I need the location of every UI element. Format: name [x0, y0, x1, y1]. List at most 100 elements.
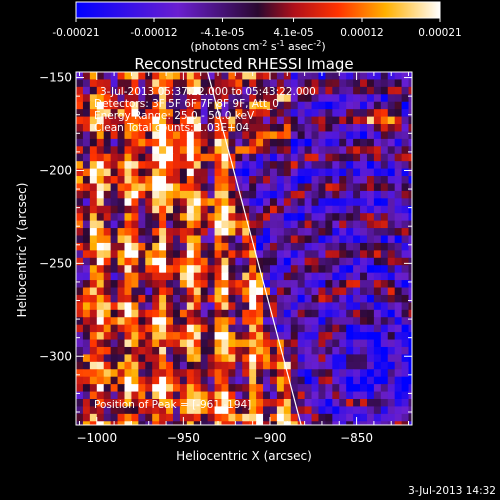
heatmap-cell — [96, 205, 105, 214]
heatmap-cell — [179, 228, 188, 237]
heatmap-cell — [401, 287, 410, 296]
heatmap-cell — [360, 361, 368, 370]
heatmap-cell — [159, 242, 167, 251]
heatmap-cell — [318, 406, 327, 415]
heatmap-cell — [82, 109, 91, 118]
heatmap-cell — [82, 190, 91, 199]
heatmap-cell — [159, 124, 167, 133]
heatmap-cell — [82, 116, 91, 125]
heatmap-cell — [179, 346, 188, 355]
heatmap-cell — [200, 324, 209, 333]
heatmap-cell — [124, 265, 133, 274]
heatmap-cell — [366, 257, 375, 266]
heatmap-cell — [387, 257, 396, 266]
heatmap-cell — [221, 72, 230, 81]
heatmap-cell — [353, 109, 361, 118]
heatmap-cell — [332, 265, 340, 274]
heatmap-cell — [263, 280, 271, 289]
heatmap-cell — [235, 220, 243, 229]
y-tick-label: −250 — [39, 256, 72, 270]
heatmap-cell — [346, 332, 354, 341]
heatmap-cell — [290, 391, 299, 400]
heatmap-cell — [318, 369, 327, 378]
heatmap-cell — [166, 168, 174, 177]
heatmap-cell — [318, 361, 327, 370]
heatmap-cell — [311, 116, 320, 125]
heatmap-cell — [82, 235, 91, 244]
heatmap-cell — [297, 235, 306, 244]
heatmap-cell — [276, 294, 285, 303]
heatmap-cell — [179, 205, 188, 214]
heatmap-cell — [353, 361, 361, 370]
heatmap-cell — [221, 287, 230, 296]
heatmap-cell — [325, 124, 333, 133]
heatmap-cell — [249, 168, 257, 177]
heatmap-cell — [325, 376, 333, 385]
heatmap-cell — [228, 198, 236, 207]
heatmap-cell — [145, 309, 153, 318]
heatmap-cell — [339, 190, 347, 199]
heatmap-cell — [283, 376, 292, 385]
heatmap-cell — [89, 398, 98, 408]
heatmap-cell — [290, 287, 299, 296]
heatmap-cell — [297, 109, 306, 118]
heatmap-cell — [318, 398, 327, 408]
heatmap-cell — [394, 339, 403, 348]
heatmap-cell — [346, 161, 354, 170]
heatmap-cell — [200, 190, 209, 199]
heatmap-cell — [82, 280, 91, 289]
heatmap-cell — [152, 124, 160, 133]
heatmap-cell — [283, 294, 292, 303]
heatmap-cell — [269, 354, 278, 363]
info-line-time: 3-Jul-2013 05:37:22.000 to 05:43:22.000 — [100, 86, 316, 98]
heatmap-cell — [193, 272, 202, 281]
heatmap-cell — [193, 250, 202, 259]
heatmap-cell — [159, 280, 167, 289]
heatmap-cell — [290, 86, 299, 95]
heatmap-cell — [269, 302, 278, 311]
heatmap-cell — [311, 406, 320, 415]
heatmap-cell — [228, 250, 236, 259]
heatmap-cell — [89, 109, 98, 118]
heatmap-cell — [207, 235, 216, 244]
heatmap-cell — [256, 205, 264, 214]
heatmap-cell — [138, 376, 146, 385]
heatmap-cell — [82, 369, 91, 378]
heatmap-cell — [290, 369, 299, 378]
heatmap-cell — [82, 272, 91, 281]
heatmap-cell — [387, 391, 396, 400]
heatmap-cell — [235, 176, 243, 185]
heatmap-cell — [276, 384, 285, 393]
heatmap-cell — [346, 265, 354, 274]
heatmap-cell — [221, 176, 230, 185]
heatmap-cell — [166, 324, 174, 333]
heatmap-cell — [256, 242, 264, 251]
heatmap-cell — [214, 124, 223, 133]
heatmap-cell — [200, 361, 209, 370]
heatmap-cell — [76, 309, 84, 318]
heatmap-cell — [387, 176, 396, 185]
heatmap-cell — [290, 205, 299, 214]
heatmap-cell — [76, 406, 84, 415]
heatmap-cell — [276, 398, 285, 408]
heatmap-cell — [353, 317, 361, 326]
info-line-clean: Clean Total counts: 1.03E+04 — [94, 122, 249, 134]
heatmap-cell — [214, 346, 223, 355]
heatmap-cell — [131, 332, 139, 341]
heatmap-cell — [82, 413, 91, 422]
heatmap-cell — [360, 376, 368, 385]
heatmap-cell — [159, 294, 167, 303]
heatmap-cell — [166, 302, 174, 311]
heatmap-cell — [380, 116, 389, 125]
heatmap-cell — [110, 309, 119, 318]
heatmap-cell — [380, 86, 389, 95]
heatmap-cell — [242, 280, 250, 289]
heatmap-cell — [290, 220, 299, 229]
heatmap-cell — [387, 384, 396, 393]
heatmap-cell — [76, 72, 84, 81]
heatmap-cell — [228, 324, 236, 333]
heatmap-cell — [242, 198, 250, 207]
heatmap-cell — [221, 131, 230, 140]
heatmap-cell — [339, 213, 347, 222]
heatmap-cell — [373, 86, 382, 95]
